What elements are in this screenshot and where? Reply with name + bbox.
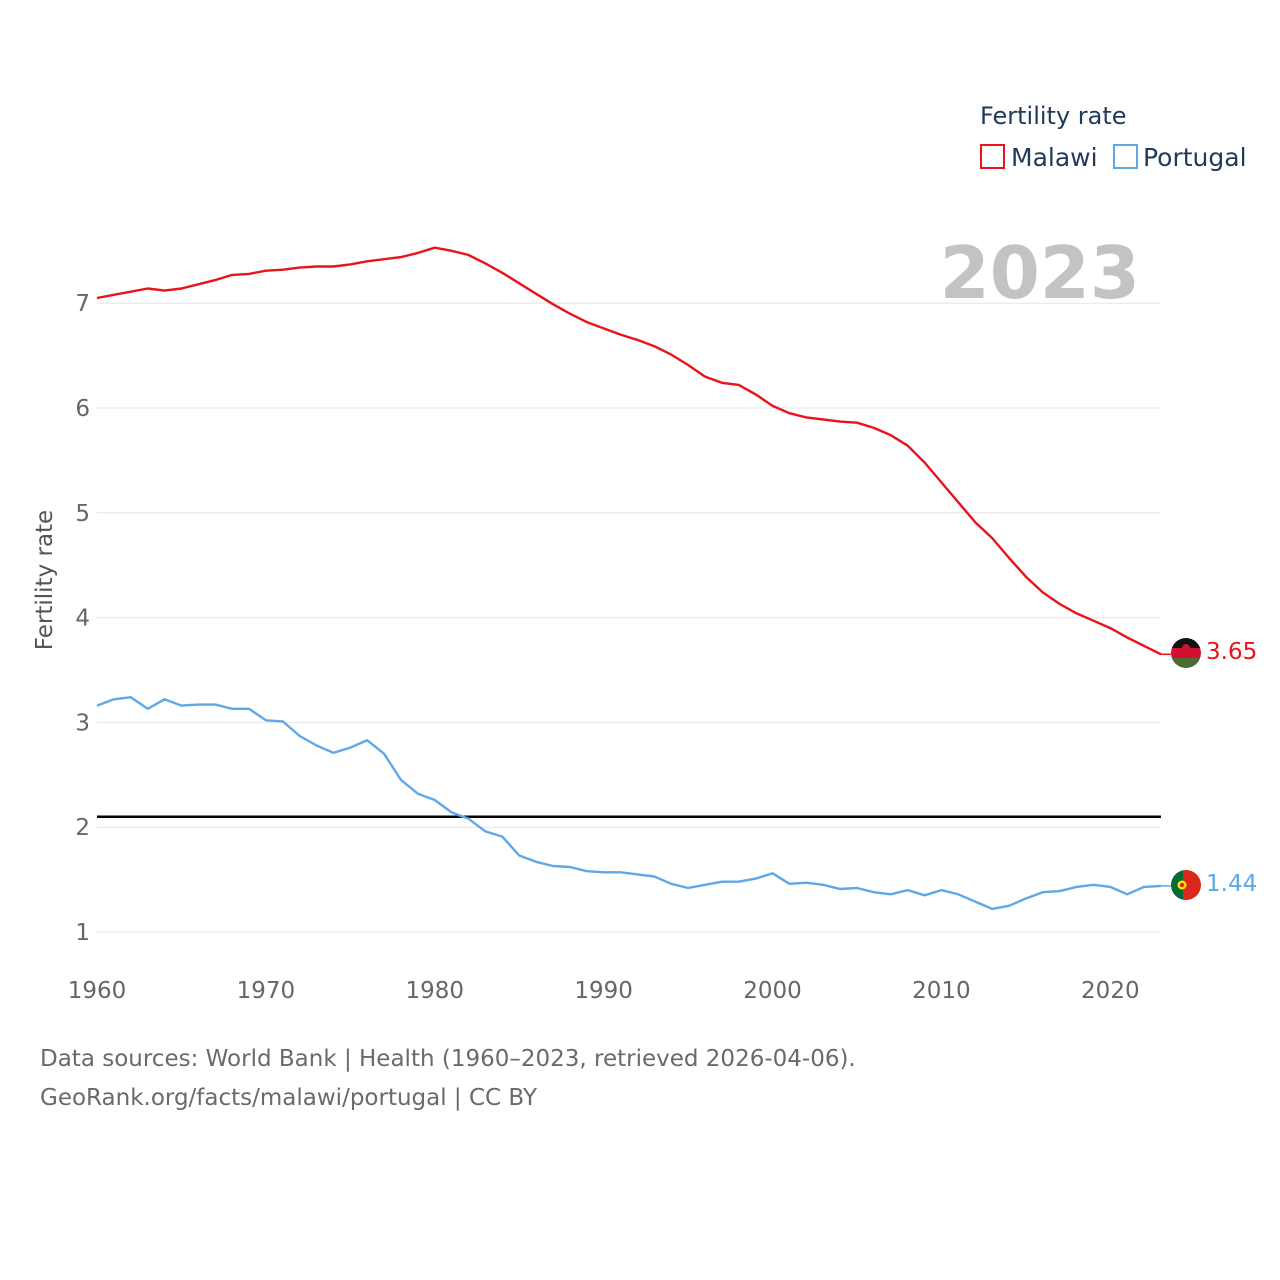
portugal-flag-icon	[1171, 870, 1201, 900]
x-axis: 1960 1970 1980 1990 2000 2010 2020	[68, 978, 1140, 1004]
y-axis-title: Fertility rate	[32, 510, 58, 650]
x-tick-label: 1980	[406, 978, 465, 1004]
y-tick-label: 4	[75, 606, 90, 632]
x-tick-label: 1960	[68, 978, 127, 1004]
malawi-end-label: 3.65	[1206, 639, 1257, 665]
x-tick-label: 1990	[574, 978, 633, 1004]
malawi-flag-icon	[1171, 638, 1201, 668]
gridlines	[97, 302, 1161, 933]
y-tick-label: 3	[75, 710, 90, 736]
legend: Fertility rate Malawi Portugal	[980, 102, 1247, 172]
source-line: Data sources: World Bank | Health (1960–…	[40, 1046, 856, 1072]
x-tick-label: 2020	[1081, 978, 1140, 1004]
year-stamp: 2023	[940, 231, 1140, 315]
series-layer	[96, 246, 1171, 911]
legend-item-portugal[interactable]: Portugal	[1113, 143, 1247, 172]
series-line-portugal	[96, 696, 1162, 911]
legend-swatch-portugal	[1113, 144, 1138, 169]
legend-title: Fertility rate	[980, 102, 1127, 130]
license-line: GeoRank.org/facts/malawi/portugal | CC B…	[40, 1085, 537, 1111]
y-tick-label: 2	[75, 815, 90, 841]
source-note: Data sources: World Bank | Health (1960–…	[40, 1040, 856, 1118]
y-tick-label: 1	[75, 920, 90, 946]
y-tick-label: 6	[75, 396, 90, 422]
y-tick-label: 7	[75, 291, 90, 317]
x-tick-label: 2010	[912, 978, 971, 1004]
series-line-malawi	[96, 246, 1162, 656]
y-tick-label: 5	[75, 501, 90, 527]
legend-label-malawi: Malawi	[1011, 143, 1098, 172]
x-tick-label: 2000	[743, 978, 802, 1004]
legend-label-portugal: Portugal	[1143, 143, 1247, 172]
y-axis: 1 2 3 4 5 6 7	[75, 291, 90, 946]
chart: 1 2 3 4 5 6 7 1960 1970 1980 1990 2000 2010 2020 Fer…	[32, 102, 1257, 1004]
legend-item-malawi[interactable]: Malawi	[980, 143, 1098, 172]
portugal-end-label: 1.44	[1206, 871, 1257, 897]
legend-swatch-malawi	[980, 144, 1005, 169]
x-tick-label: 1970	[237, 978, 296, 1004]
